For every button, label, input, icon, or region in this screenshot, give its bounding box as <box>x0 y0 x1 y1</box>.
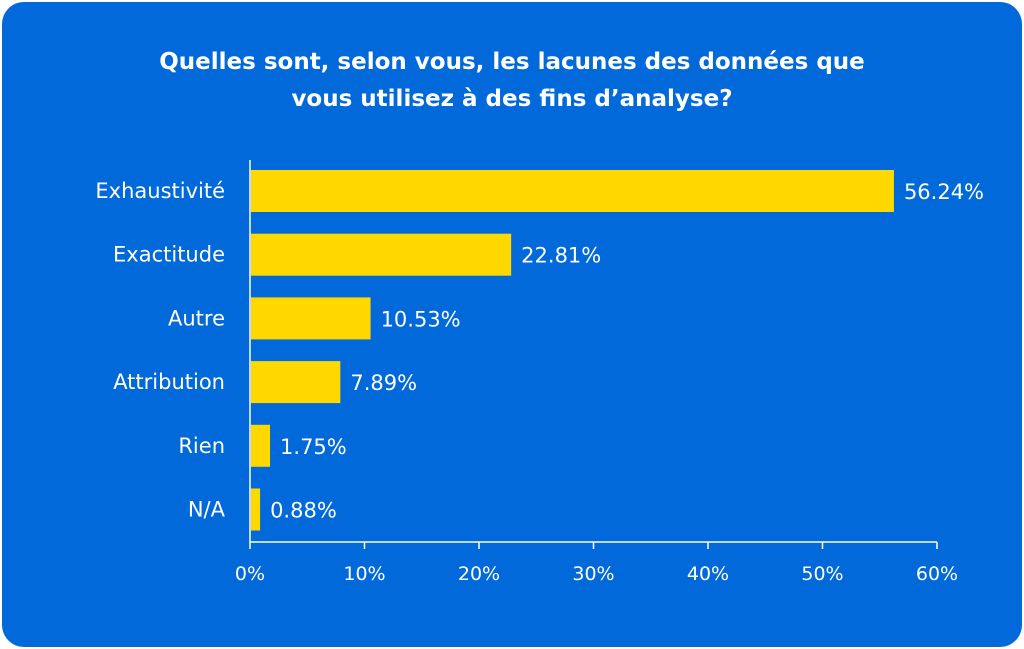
category-label: N/A <box>188 498 226 522</box>
bar <box>251 424 271 467</box>
x-tick-label: 30% <box>572 563 614 585</box>
bar <box>251 170 894 212</box>
bar <box>251 297 371 340</box>
value-label: 1.75% <box>280 435 347 459</box>
value-label: 0.88% <box>270 499 337 523</box>
x-tick-label: 50% <box>801 563 843 585</box>
category-label: Rien <box>178 434 225 458</box>
category-label: Attribution <box>113 370 225 394</box>
category-label: Exhaustivité <box>95 179 225 203</box>
category-label: Autre <box>168 306 225 330</box>
x-tick-label: 40% <box>687 563 729 585</box>
chart-title: Quelles sont, selon vous, les lacunes de… <box>159 49 865 112</box>
x-tick-label: 60% <box>916 563 958 585</box>
value-label: 22.81% <box>521 244 601 268</box>
bar <box>251 361 341 404</box>
bar <box>251 488 261 531</box>
bar <box>251 233 512 276</box>
x-tick-label: 10% <box>343 563 385 585</box>
value-label: 7.89% <box>350 371 417 395</box>
category-label: Exactitude <box>113 243 225 267</box>
value-label: 10.53% <box>381 307 461 331</box>
x-tick-label: 0% <box>235 563 265 585</box>
value-label: 56.24% <box>904 180 984 204</box>
x-tick-label: 20% <box>458 563 500 585</box>
